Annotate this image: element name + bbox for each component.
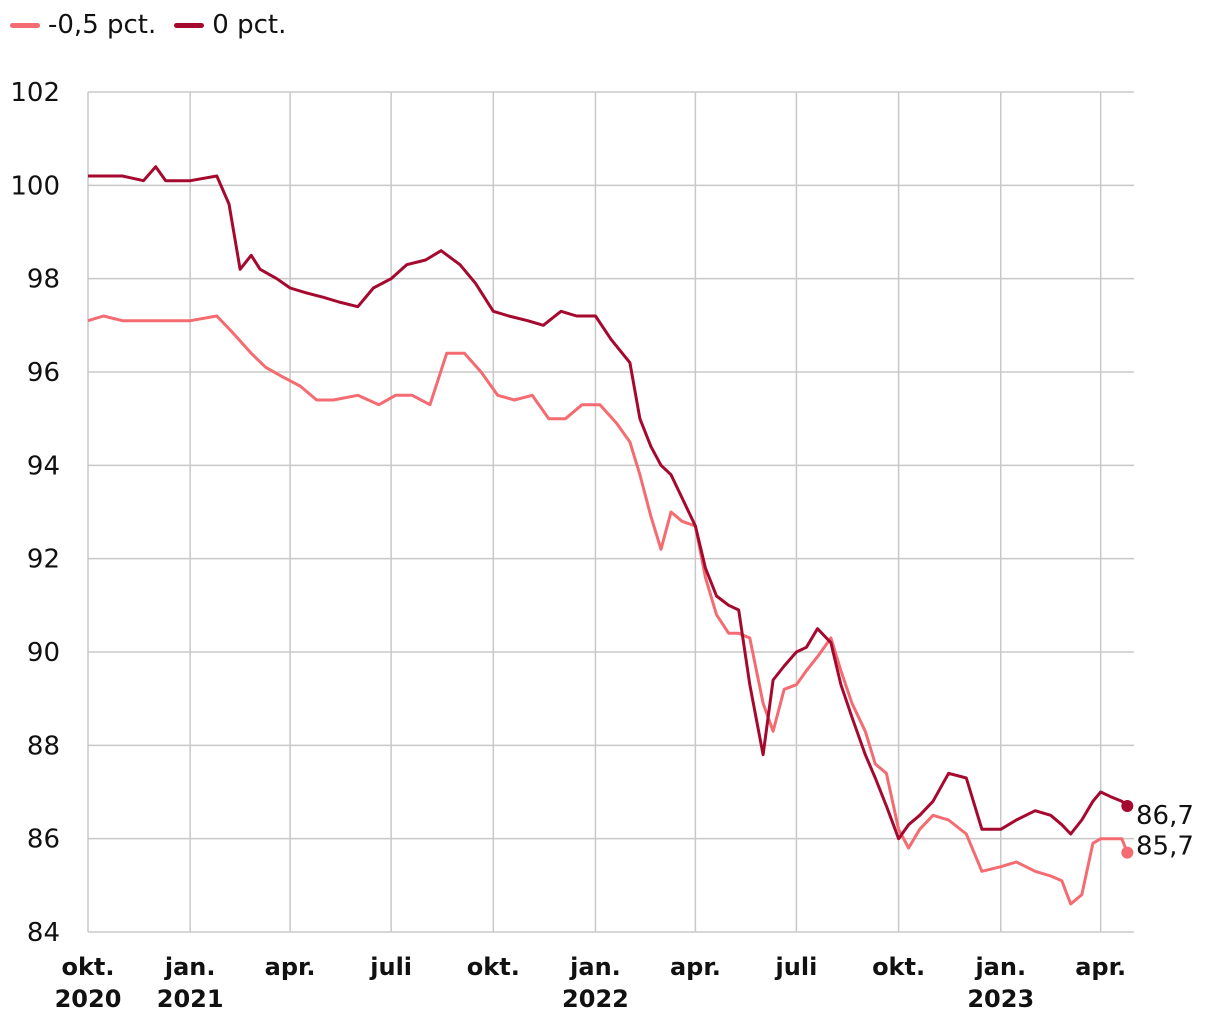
x-tick-label: okt.	[61, 953, 114, 981]
y-tick-label: 96	[27, 358, 60, 388]
series-end-label: 85,7	[1136, 832, 1194, 862]
x-tick-year-label: 2023	[967, 985, 1034, 1013]
series-line	[87, 314, 1129, 906]
x-tick-label: okt.	[872, 953, 925, 981]
series-end-marker	[1121, 846, 1134, 859]
y-tick-label: 88	[27, 731, 60, 761]
x-tick-label: apr.	[1075, 953, 1126, 981]
y-tick-label: 102	[10, 78, 60, 108]
legend-swatch-zero	[174, 22, 205, 28]
x-tick-label: okt.	[467, 953, 520, 981]
x-tick-label: jan.	[974, 953, 1026, 981]
y-tick-label: 86	[27, 825, 60, 855]
legend-item-zero: 0 pct.	[174, 10, 286, 40]
y-tick-label: 84	[27, 918, 60, 948]
x-tick-label: jan.	[569, 953, 621, 981]
legend-swatch-minus-05	[10, 22, 40, 28]
y-tick-label: 94	[27, 451, 60, 481]
y-tick-label: 92	[27, 545, 60, 575]
x-tick-year-label: 2021	[157, 985, 224, 1013]
x-tick-label: apr.	[670, 953, 721, 981]
legend-label-minus-05: -0,5 pct.	[48, 10, 157, 40]
x-tick-label: jan.	[164, 953, 216, 981]
series-end-marker	[1121, 800, 1134, 812]
legend: -0,5 pct. 0 pct.	[10, 10, 286, 40]
legend-label-zero: 0 pct.	[212, 10, 287, 40]
series-end-label: 86,7	[1136, 801, 1194, 831]
y-tick-label: 98	[27, 265, 60, 295]
x-tick-year-label: 2022	[562, 985, 629, 1013]
y-tick-label: 90	[27, 638, 60, 668]
x-tick-label: juli	[369, 953, 412, 981]
y-tick-label: 100	[10, 171, 60, 201]
x-tick-label: juli	[775, 953, 818, 981]
legend-item-minus-05: -0,5 pct.	[10, 10, 156, 40]
x-tick-year-label: 2020	[55, 985, 122, 1013]
x-tick-label: apr.	[265, 953, 316, 981]
series-line	[88, 165, 1129, 841]
